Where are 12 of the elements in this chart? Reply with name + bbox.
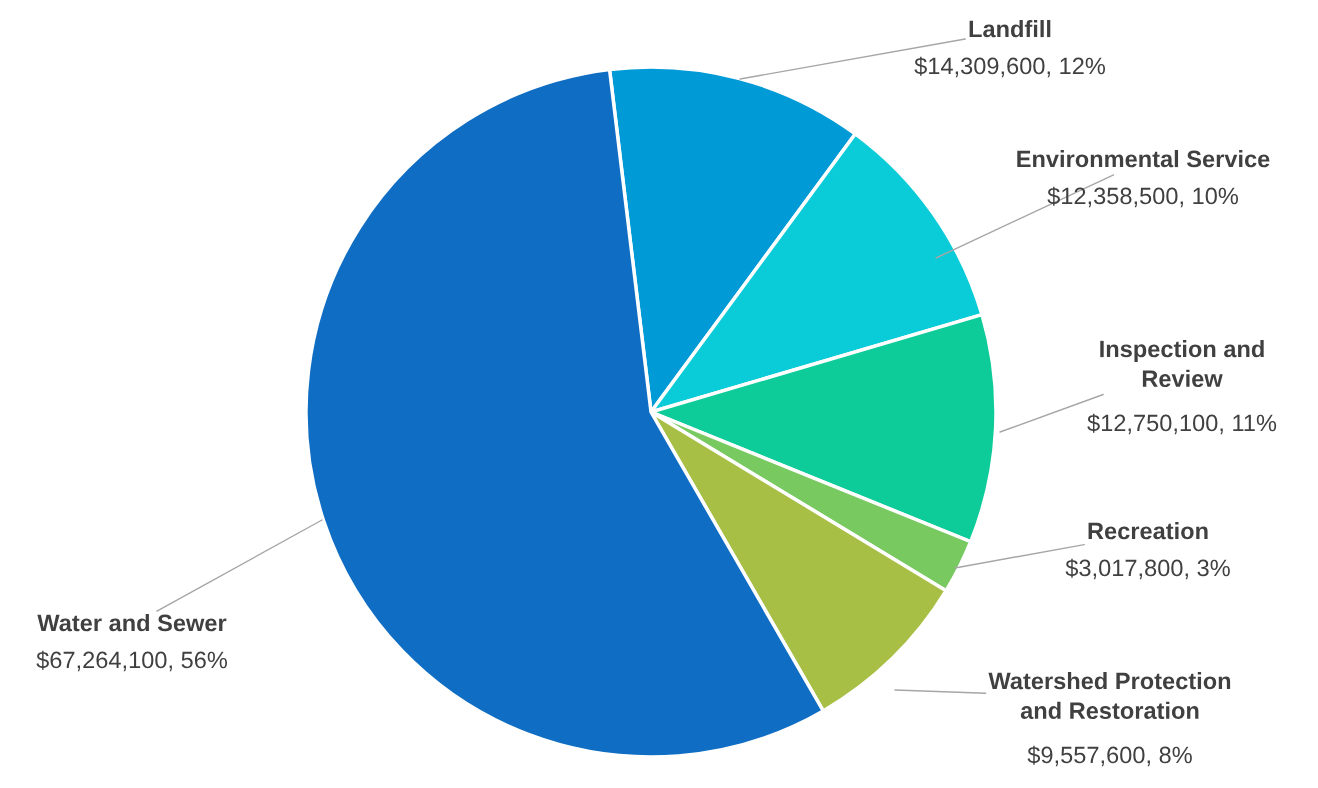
data-label: $9,557,600, 8% xyxy=(1027,745,1192,767)
slice-label: Environmental Service xyxy=(1017,150,1270,168)
slice-label: Inspection and Review xyxy=(1100,340,1264,388)
data-label: $12,750,100, 11% xyxy=(1087,413,1277,435)
data-label: $3,017,800, 3% xyxy=(1065,558,1230,580)
slice-label: Watershed Protection and Restoration xyxy=(988,672,1231,720)
data-label: $14,309,600, 12% xyxy=(914,56,1106,78)
data-label: $12,358,500, 10% xyxy=(1047,186,1239,208)
slice-label: Water and Sewer xyxy=(37,614,227,632)
slice-label: Recreation xyxy=(1088,522,1208,540)
data-label: $67,264,100, 56% xyxy=(36,650,228,672)
slice-label: Landfill xyxy=(969,20,1051,38)
